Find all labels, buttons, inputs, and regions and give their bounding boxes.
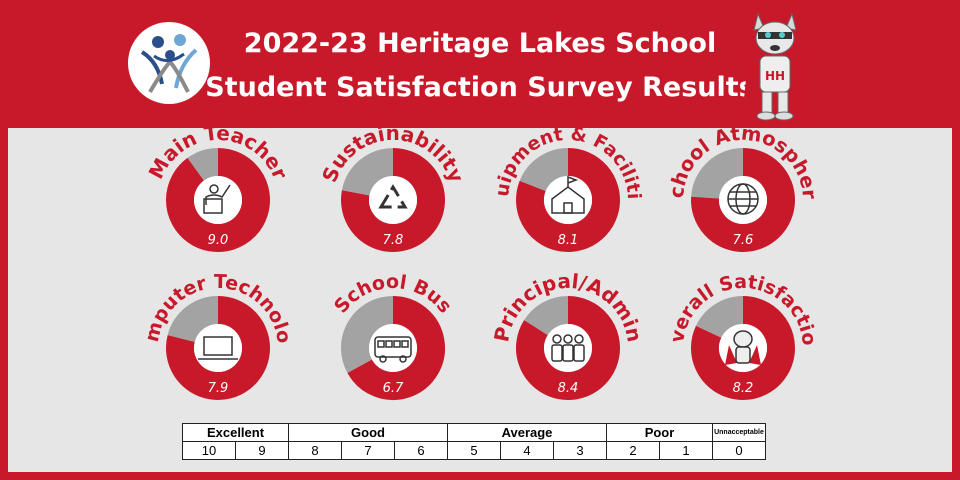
bus-icon	[374, 336, 412, 363]
scale-number: 0	[712, 441, 766, 460]
gauge-value-label: 8.1	[558, 233, 579, 248]
school-logo	[128, 22, 210, 104]
gauge-center	[719, 176, 767, 224]
gauge-remainder-arc	[341, 148, 394, 197]
scale-category: Excellent	[182, 423, 289, 442]
gauge-value-arc	[166, 296, 270, 400]
scale-number: 4	[500, 441, 554, 460]
scale-number: 1	[659, 441, 713, 460]
scale-number: 9	[235, 441, 289, 460]
group-icon	[551, 334, 585, 362]
scale-number: 3	[553, 441, 607, 460]
people-logo-icon	[140, 34, 198, 94]
globe-icon	[727, 183, 759, 215]
gauge-value-label: 6.7	[383, 381, 404, 396]
scale-category: Good	[288, 423, 448, 442]
gauge-value-arc	[516, 148, 620, 252]
gauge-center	[194, 324, 242, 372]
scale-category-row: Excellent Good Average Poor Unnacceptabl…	[182, 423, 766, 442]
svg-text:HH: HH	[765, 69, 785, 83]
gauge-remainder-arc	[519, 148, 569, 192]
scale-number: 8	[288, 441, 342, 460]
scale-number: 6	[394, 441, 448, 460]
gauge-center	[544, 176, 592, 224]
gauge-remainder-arc	[524, 296, 569, 336]
gauge-remainder-arc	[341, 296, 394, 374]
scale-number: 10	[182, 441, 236, 460]
gauge-value-label: 8.2	[733, 381, 754, 396]
gauge-value-label: 7.8	[383, 233, 404, 248]
page-title-line2: Student Satisfaction Survey Results	[205, 72, 755, 103]
gauge-center	[369, 176, 417, 224]
scale-category: Poor	[606, 423, 713, 442]
scale-number: 2	[606, 441, 660, 460]
gauge-remainder-arc	[691, 148, 744, 200]
scale-number: 7	[341, 441, 395, 460]
header-banner: 2022-23 Heritage Lakes School Student Sa…	[0, 0, 960, 128]
gauge-value-label: 9.0	[208, 233, 229, 248]
laptop-icon	[198, 336, 238, 360]
gauge-remainder-arc	[167, 296, 219, 343]
gauge-remainder-arc	[695, 296, 744, 339]
schoolhouse-icon	[551, 175, 585, 214]
gauge-value-label: 8.4	[558, 381, 579, 396]
scale-category: Average	[447, 423, 607, 442]
scale-category: Unnacceptable	[712, 423, 766, 442]
gauge-value-arc	[691, 148, 795, 252]
gauge-value-arc	[166, 148, 270, 252]
gauge-center	[194, 176, 242, 224]
wolf-mascot-icon: HH	[742, 12, 808, 121]
results-panel	[8, 128, 952, 472]
gauge-value-arc	[516, 296, 620, 400]
gauge-value-arc	[347, 296, 445, 400]
gauge-value-arc	[341, 148, 445, 252]
rating-scale-table: Excellent Good Average Poor Unnacceptabl…	[182, 423, 766, 460]
gauge-center	[544, 324, 592, 372]
gauge-value-label: 7.9	[208, 381, 229, 396]
gauge-center	[369, 324, 417, 372]
gauge-value-arc	[691, 296, 795, 400]
gauge-remainder-arc	[187, 148, 219, 182]
scale-number-row: 10 9 8 7 6 5 4 3 2 1 0	[182, 441, 766, 460]
gauge: 8.1Equipment & Facilities	[0, 0, 644, 252]
scale-number: 5	[447, 441, 501, 460]
mascot-icon	[725, 330, 761, 365]
gauge-value-label: 7.6	[733, 233, 754, 248]
recycle-icon	[378, 184, 408, 209]
teacher-icon	[203, 184, 231, 214]
page-title-line1: 2022-23 Heritage Lakes School	[243, 28, 717, 59]
